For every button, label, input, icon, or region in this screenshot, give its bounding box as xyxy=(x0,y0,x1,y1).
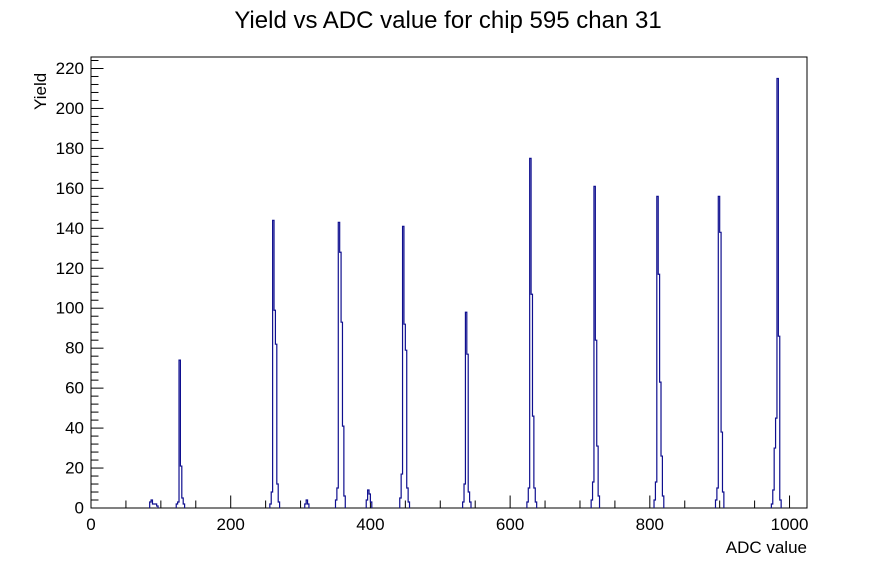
y-tick-label: 40 xyxy=(65,419,84,438)
y-tick-label: 0 xyxy=(75,499,84,518)
x-tick-label: 1000 xyxy=(771,515,809,534)
x-tick-label: 0 xyxy=(86,515,95,534)
y-tick-label: 180 xyxy=(56,139,84,158)
y-tick-label: 120 xyxy=(56,259,84,278)
y-tick-label: 160 xyxy=(56,179,84,198)
y-tick-label: 100 xyxy=(56,299,84,318)
x-tick-label: 400 xyxy=(356,515,384,534)
x-tick-label: 800 xyxy=(636,515,664,534)
y-tick-label: 200 xyxy=(56,99,84,118)
x-tick-label: 600 xyxy=(496,515,524,534)
plot-frame xyxy=(90,56,808,509)
y-tick-label: 80 xyxy=(65,339,84,358)
x-axis-title: ADC value xyxy=(725,538,807,557)
chart-title: Yield vs ADC value for chip 595 chan 31 xyxy=(234,7,662,34)
y-tick-label: 220 xyxy=(56,59,84,78)
y-tick-label: 140 xyxy=(56,219,84,238)
histogram-line xyxy=(149,77,782,508)
x-tick-label: 200 xyxy=(217,515,245,534)
y-tick-label: 20 xyxy=(65,459,84,478)
y-tick-label: 60 xyxy=(65,379,84,398)
